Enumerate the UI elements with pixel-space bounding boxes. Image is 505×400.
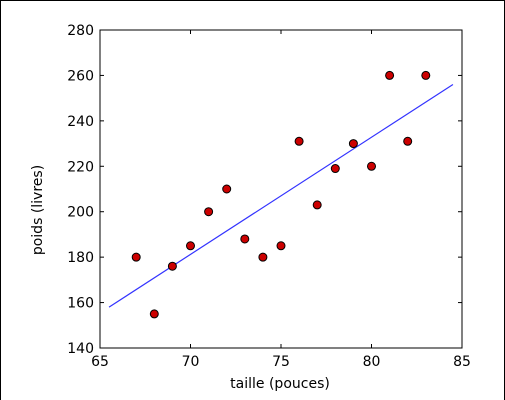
- y-tick-label: 140: [67, 341, 94, 357]
- points-layer: [131, 70, 431, 319]
- data-point: [167, 261, 177, 271]
- x-tick-label: 70: [182, 354, 200, 370]
- data-point: [131, 252, 141, 262]
- fit-line: [108, 84, 454, 308]
- data-point: [312, 200, 322, 210]
- x-axis-label: taille (pouces): [230, 376, 330, 392]
- data-point: [330, 164, 340, 174]
- y-axis: 140 160 180 200 220 240 260 280: [67, 23, 462, 357]
- y-tick-label: 160: [67, 296, 94, 312]
- plot-border: [99, 29, 463, 349]
- y-tick-label: 260: [67, 68, 94, 84]
- data-point: [348, 139, 358, 149]
- y-tick-label: 280: [67, 23, 94, 39]
- y-axis-label: poids (livres): [30, 165, 46, 255]
- x-tick-label: 85: [453, 354, 471, 370]
- data-point: [204, 207, 214, 217]
- data-point: [186, 241, 195, 251]
- y-tick-label: 200: [67, 205, 94, 221]
- data-point: [421, 70, 431, 80]
- data-point: [367, 161, 376, 171]
- y-tick-label: 180: [67, 250, 94, 266]
- data-point: [276, 241, 286, 251]
- fit-line-layer: [108, 84, 454, 308]
- data-point: [294, 136, 304, 146]
- y-tick-label: 220: [67, 159, 94, 175]
- x-tick-label: 65: [91, 354, 109, 370]
- y-tick-label: 240: [67, 114, 94, 130]
- x-axis: 65 70 75 80 85: [91, 30, 471, 370]
- x-tick-label: 75: [272, 354, 290, 370]
- data-point: [222, 184, 232, 194]
- data-point: [240, 234, 250, 244]
- data-point: [149, 309, 159, 319]
- data-point: [403, 136, 413, 146]
- plot-area: [99, 29, 463, 349]
- data-point: [385, 70, 395, 80]
- data-point: [258, 252, 268, 262]
- x-tick-label: 80: [363, 354, 381, 370]
